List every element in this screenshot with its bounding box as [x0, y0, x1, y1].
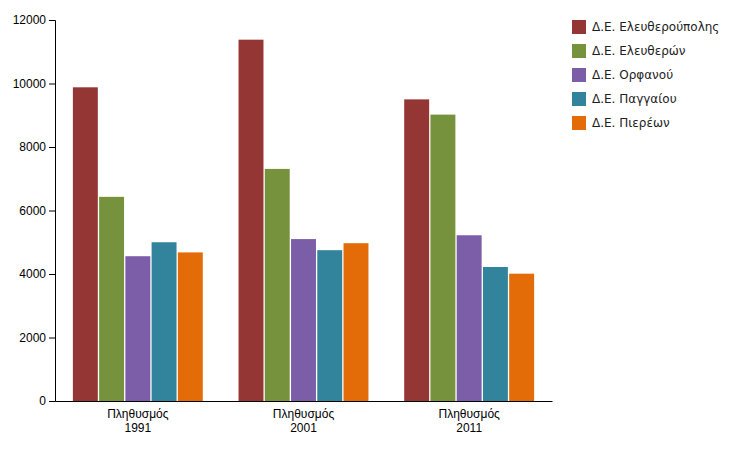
bar-series — [73, 40, 429, 401]
bar — [239, 40, 264, 401]
bar-series — [99, 115, 455, 401]
x-tick-label-line: Πληθυσμός — [438, 407, 500, 421]
x-tick-label-line: 2011 — [456, 421, 482, 435]
bar — [483, 267, 508, 401]
y-tick: 10000 — [13, 77, 55, 91]
plot: 020004000600080001000012000Πληθυσμός1991… — [13, 13, 553, 435]
bar — [178, 252, 203, 401]
x-tick-label: Πληθυσμός1991 — [107, 407, 169, 435]
bar-series — [178, 243, 534, 401]
legend-swatch — [572, 68, 586, 82]
x-tick-label: Πληθυσμός2001 — [273, 407, 335, 435]
bars — [73, 40, 534, 401]
y-tick: 2000 — [19, 331, 55, 345]
y-tick-label: 2000 — [19, 331, 46, 345]
bar — [430, 115, 455, 401]
y-tick-mark — [49, 401, 55, 402]
x-tick-label: Πληθυσμός2011 — [438, 407, 500, 435]
legend-item: Δ.Ε. Ελευθερούπολης — [572, 20, 719, 34]
y-tick: 0 — [39, 394, 55, 408]
legend-item: Δ.Ε. Ελευθερών — [572, 44, 686, 58]
legend-item: Δ.Ε. Ορφανού — [572, 68, 673, 82]
legend-label: Δ.Ε. Πιερέων — [592, 116, 670, 130]
bar — [457, 235, 482, 401]
legend-swatch — [572, 20, 586, 34]
x-axis: Πληθυσμός1991Πληθυσμός2001Πληθυσμός2011 — [56, 401, 553, 435]
y-tick: 4000 — [19, 267, 55, 281]
legend-swatch — [572, 44, 586, 58]
legend-label: Δ.Ε. Ορφανού — [592, 68, 673, 82]
y-tick-mark — [49, 211, 55, 212]
legend-label: Δ.Ε. Παγγαίου — [592, 92, 677, 106]
bar-series — [152, 242, 508, 401]
y-tick-mark — [49, 274, 55, 275]
y-tick-label: 10000 — [13, 77, 47, 91]
legend-item: Δ.Ε. Παγγαίου — [572, 92, 677, 106]
legend-swatch — [572, 116, 586, 130]
y-tick-label: 0 — [39, 394, 46, 408]
y-axis: 0 2000 4000 6000 8000 10000 12000 — [13, 13, 56, 408]
x-tick-label-line: Πληθυσμός — [107, 407, 169, 421]
bar — [317, 250, 342, 401]
bar — [344, 243, 369, 401]
y-tick-mark — [49, 338, 55, 339]
x-tick: Πληθυσμός2001 — [273, 401, 335, 435]
bar — [265, 169, 290, 401]
y-tick: 8000 — [19, 140, 55, 154]
bar-series — [125, 235, 481, 401]
bar — [73, 87, 98, 401]
x-tick-label-line: 1991 — [124, 421, 151, 435]
x-tick: Πληθυσμός1991 — [107, 401, 169, 435]
bar — [125, 256, 150, 401]
y-tick-mark — [49, 84, 55, 85]
x-tick-label-line: 2001 — [290, 421, 317, 435]
bar — [152, 242, 177, 401]
x-axis-line — [56, 401, 553, 402]
bar — [509, 274, 534, 401]
y-axis-line — [49, 21, 56, 402]
bar — [291, 239, 316, 401]
y-tick: 6000 — [19, 204, 55, 218]
chart: 020004000600080001000012000Πληθυσμός1991… — [0, 0, 752, 451]
y-tick-label: 6000 — [19, 204, 46, 218]
y-tick-label: 8000 — [19, 140, 46, 154]
legend: Δ.Ε. Ελευθερούπολης Δ.Ε. Ελευθερών Δ.Ε. Ορ… — [572, 20, 719, 130]
y-tick-mark — [49, 20, 55, 21]
y-tick: 12000 — [13, 13, 55, 27]
y-tick-label: 12000 — [13, 13, 47, 27]
x-tick: Πληθυσμός2011 — [438, 401, 500, 435]
legend-label: Δ.Ε. Ελευθερών — [592, 44, 686, 58]
bar — [404, 99, 429, 401]
x-tick-label-line: Πληθυσμός — [273, 407, 335, 421]
y-tick-label: 4000 — [19, 267, 46, 281]
legend-item: Δ.Ε. Πιερέων — [572, 116, 670, 130]
y-tick-mark — [49, 147, 55, 148]
legend-swatch — [572, 92, 586, 106]
legend-label: Δ.Ε. Ελευθερούπολης — [592, 20, 719, 34]
bar — [99, 197, 124, 401]
